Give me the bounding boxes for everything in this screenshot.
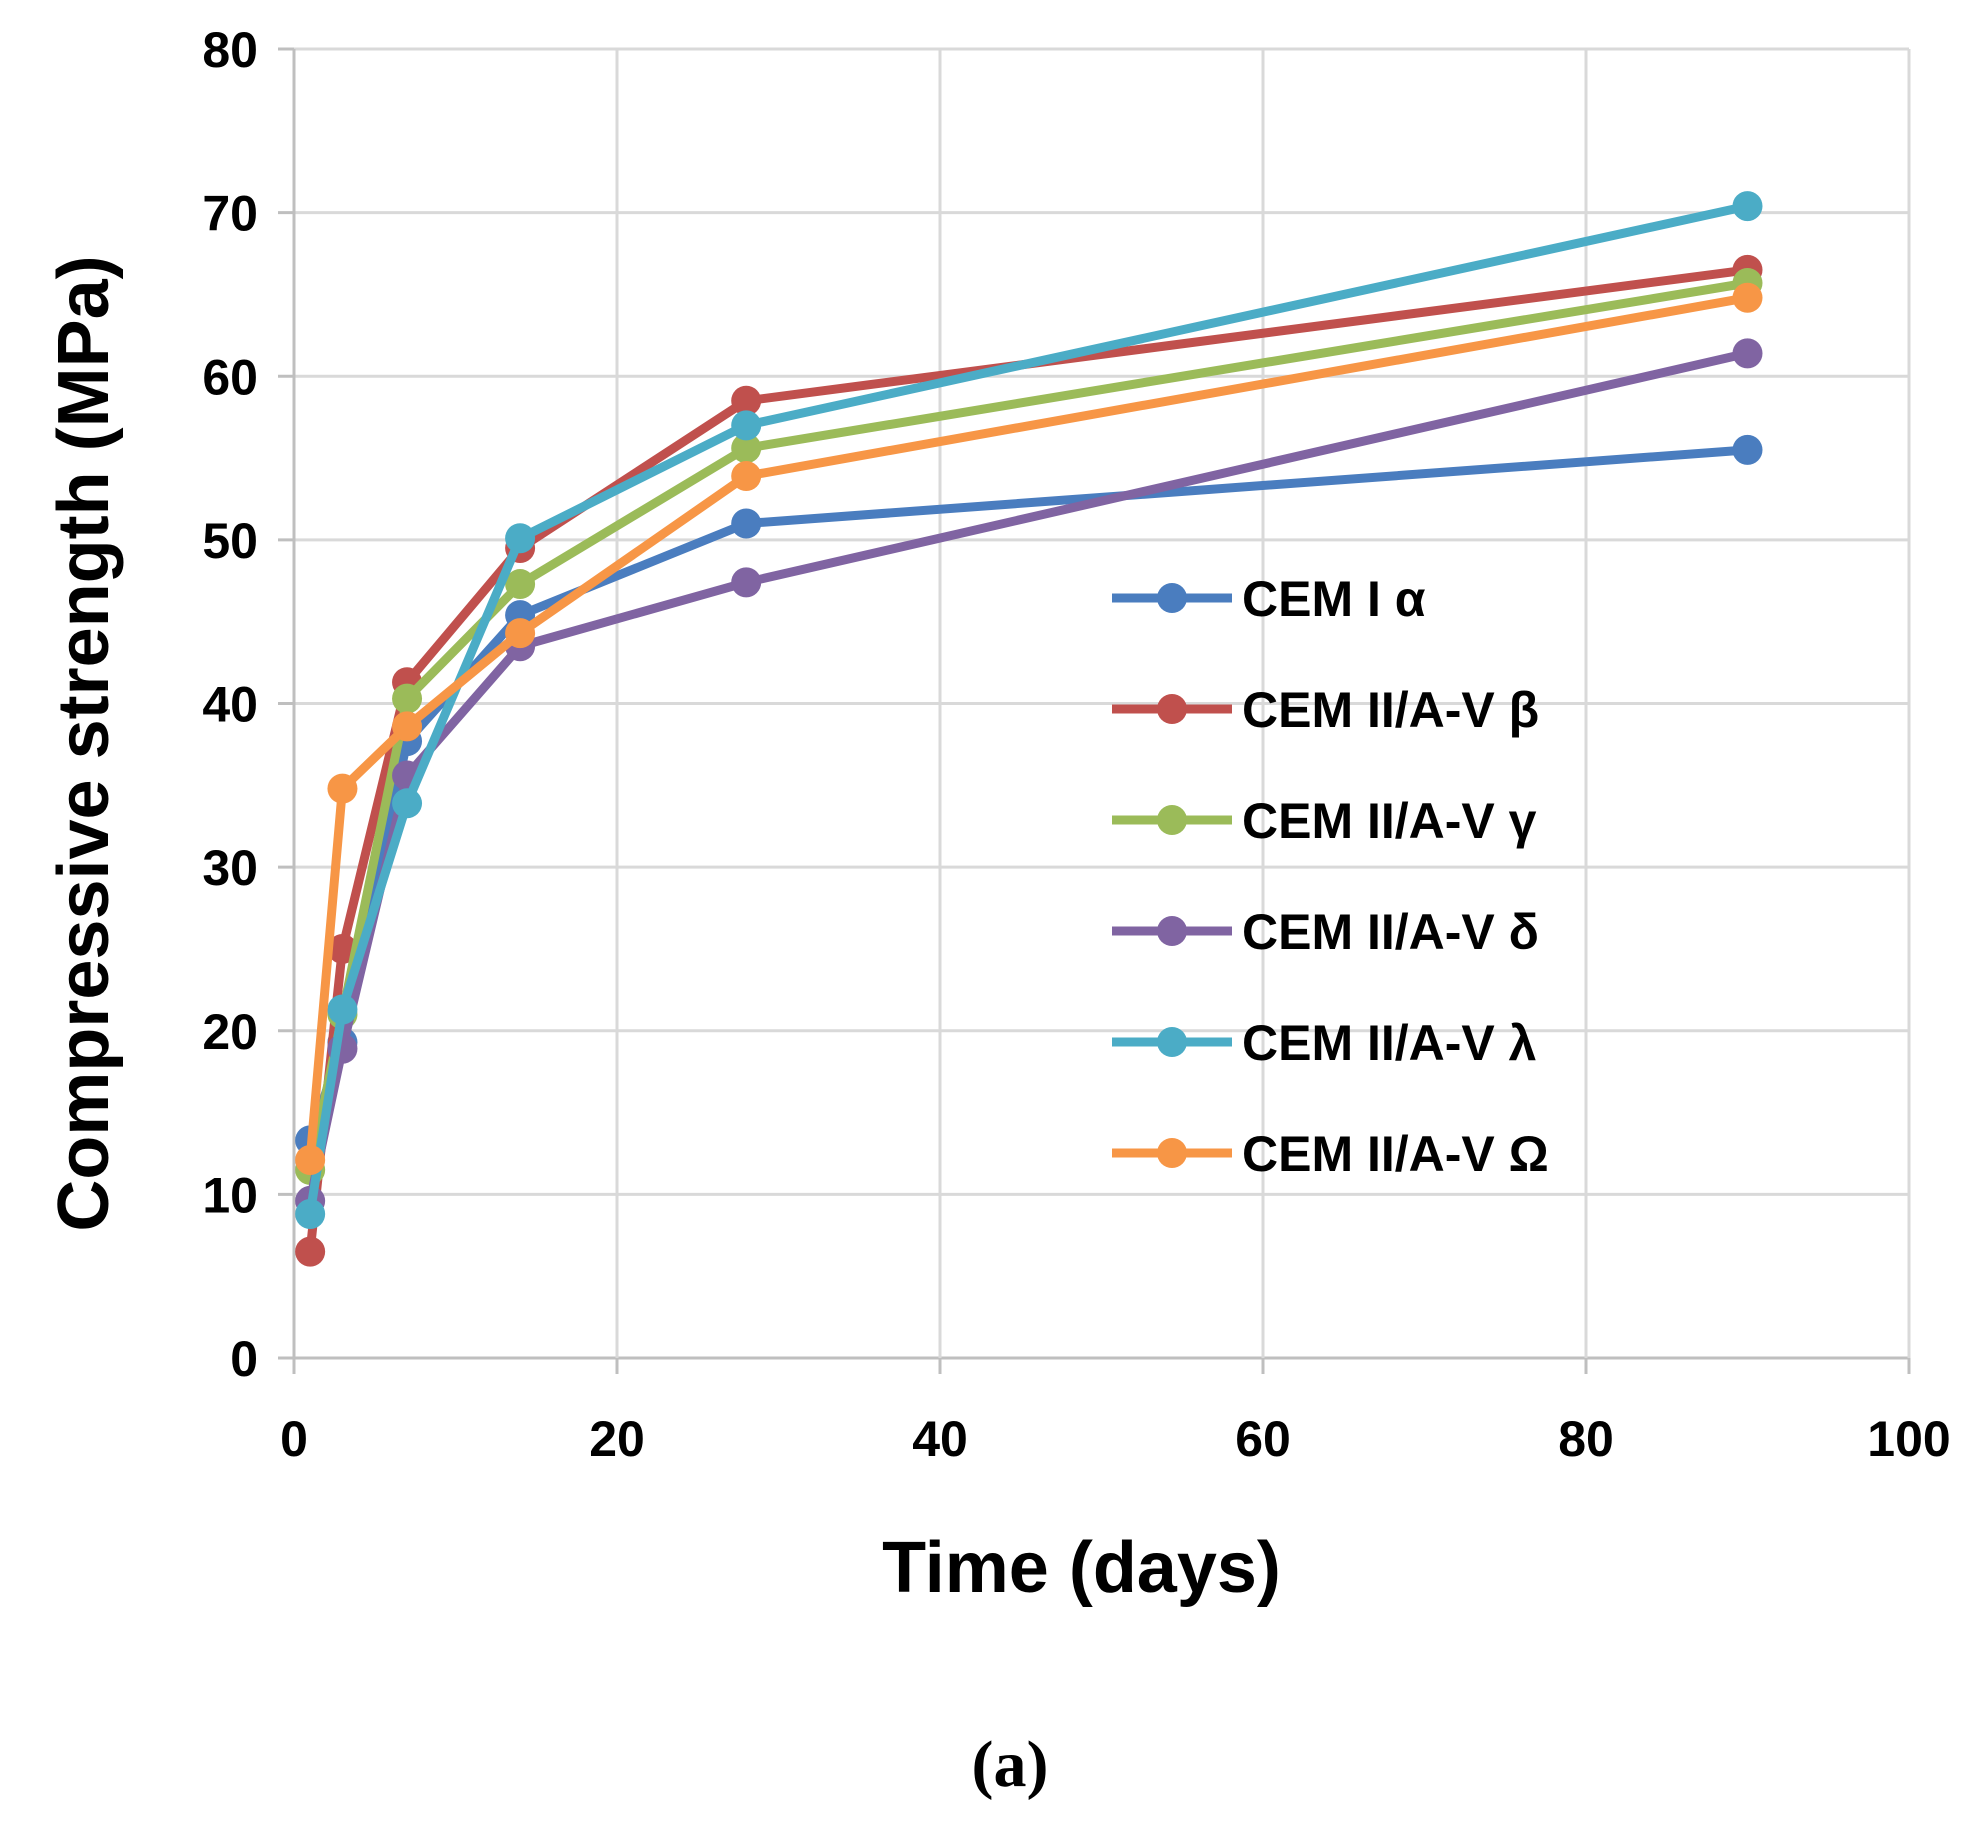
y-tick-label: 30 [202, 840, 258, 896]
data-point [327, 773, 358, 804]
data-point [505, 569, 536, 600]
legend-swatch-marker [1157, 805, 1187, 835]
data-point [392, 711, 423, 742]
legend-item: CEM II/A-V γ [1112, 793, 1537, 849]
x-axis-title: Time (days) [882, 1528, 1281, 1608]
data-point [295, 1199, 326, 1230]
legend: CEM I α CEM II/A-V β CEM II/A-V γ CEM II/A-… [1112, 571, 1549, 1182]
series-layer [295, 191, 1763, 1267]
legend-item: CEM I α [1112, 571, 1426, 627]
legend-swatch-marker [1157, 694, 1187, 724]
grid [292, 47, 1911, 1360]
series-line [305, 293, 1749, 1161]
data-point [505, 523, 536, 554]
y-tick-label: 60 [202, 349, 258, 405]
series-line [305, 265, 1749, 1253]
data-point [392, 788, 423, 819]
legend-item: CEM II/A-V β [1112, 682, 1539, 738]
data-point [1732, 191, 1763, 222]
data-point [731, 567, 762, 598]
legend-label: CEM II/A-V λ [1242, 1015, 1537, 1071]
y-axis-title: Compressive strength (MPa) [44, 255, 124, 1231]
tick-labels: 0 10 20 30 40 50 60 70 80 0 20 40 60 80 100 [202, 22, 1950, 1467]
legend-swatch-marker [1157, 916, 1187, 946]
series-6 [295, 282, 1763, 1176]
data-point [731, 508, 762, 539]
data-point [505, 618, 536, 649]
series-2 [295, 254, 1763, 1267]
data-point [731, 385, 762, 416]
x-tick-label: 80 [1558, 1411, 1614, 1467]
data-point [295, 1236, 326, 1267]
y-tick-label: 10 [202, 1167, 258, 1223]
data-point [327, 994, 358, 1025]
legend-label: CEM II/A-V γ [1242, 793, 1537, 849]
series-4 [295, 338, 1763, 1216]
x-tick-label: 40 [912, 1411, 968, 1467]
data-point [731, 461, 762, 492]
legend-swatch-marker [1157, 583, 1187, 613]
y-tick-label: 70 [202, 186, 258, 242]
data-point [731, 410, 762, 441]
data-point [731, 433, 762, 464]
legend-swatch-marker [1157, 1138, 1187, 1168]
legend-item: CEM II/A-V Ω [1112, 1126, 1549, 1182]
legend-label: CEM II/A-V δ [1242, 904, 1539, 960]
legend-label: CEM II/A-V β [1242, 682, 1539, 738]
data-point [392, 683, 423, 714]
series-3 [295, 267, 1763, 1185]
axes [278, 47, 1911, 1374]
legend-label: CEM I α [1242, 571, 1426, 627]
figure-caption: (a) [972, 1728, 1049, 1801]
series-5 [295, 191, 1763, 1230]
legend-item: CEM II/A-V δ [1112, 904, 1539, 960]
y-tick-label: 50 [202, 513, 258, 569]
legend-item: CEM II/A-V λ [1112, 1015, 1537, 1071]
x-tick-label: 20 [589, 1411, 645, 1467]
data-point [1732, 282, 1763, 313]
data-point [1732, 338, 1763, 369]
data-point [1732, 434, 1763, 465]
legend-label: CEM II/A-V Ω [1242, 1126, 1549, 1182]
x-tick-label: 100 [1867, 1411, 1950, 1467]
data-point [295, 1145, 326, 1176]
series-line [305, 201, 1749, 1215]
series-line [305, 348, 1749, 1202]
x-tick-label: 60 [1235, 1411, 1291, 1467]
legend-swatch-marker [1157, 1027, 1187, 1057]
y-tick-label: 40 [202, 677, 258, 733]
y-tick-label: 80 [202, 22, 258, 78]
y-tick-label: 20 [202, 1004, 258, 1060]
y-tick-label: 0 [230, 1331, 258, 1387]
x-tick-label: 0 [280, 1411, 308, 1467]
